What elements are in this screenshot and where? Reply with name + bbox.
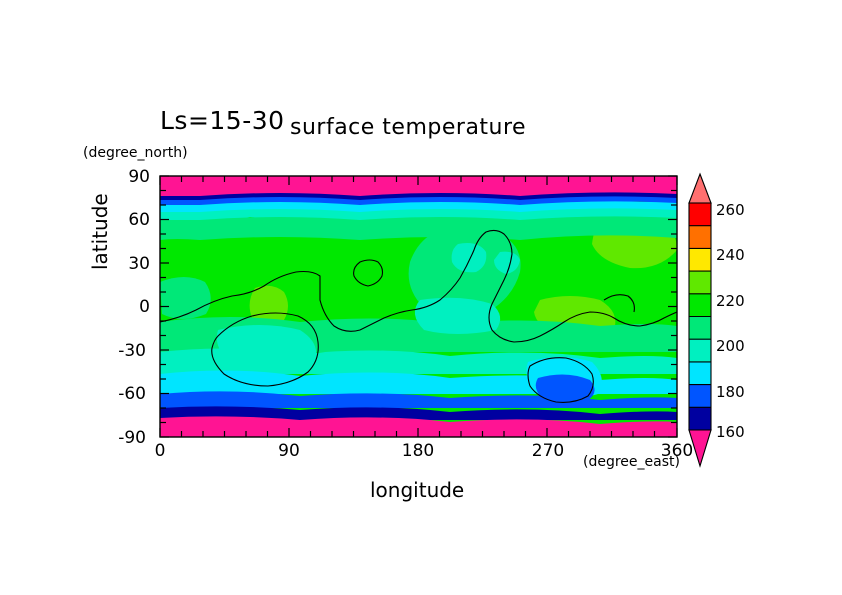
colorbar-tick-label: 200	[716, 337, 745, 355]
x-axis-label: longitude	[370, 478, 465, 502]
temperature-field	[160, 176, 677, 437]
colorbar-over-arrow	[688, 172, 712, 204]
colorbar-tick-label: 180	[716, 383, 745, 401]
topography-contour	[160, 229, 677, 403]
y-axis-ticks	[160, 175, 677, 438]
colorbar-tick-label: 240	[716, 246, 745, 264]
x-tick-label: 270	[531, 441, 565, 461]
y-tick-label: 0	[139, 297, 150, 317]
x-tick-label: 0	[154, 441, 166, 461]
colorbar-tick-label: 220	[716, 292, 745, 310]
y-axis-unit-label: (degree_north)	[83, 145, 188, 161]
y-tick-label: 60	[128, 210, 150, 230]
title-variable: surface temperature	[290, 115, 527, 140]
colorbar-bands	[689, 203, 711, 430]
colorbar-under-arrow	[688, 429, 712, 468]
x-axis-ticks	[159, 176, 678, 437]
y-tick-label: -60	[118, 384, 146, 404]
x-tick-label: 180	[401, 441, 435, 461]
colorbar-tick-label: 260	[716, 201, 745, 219]
x-axis-unit-label: (degree_east)	[583, 454, 680, 470]
x-tick-label: 360	[660, 441, 694, 461]
title-season: Ls=15-30	[160, 106, 285, 135]
y-tick-label: -30	[118, 341, 146, 361]
y-tick-label: 90	[128, 167, 150, 187]
colorbar[interactable]	[688, 172, 712, 468]
y-tick-label: -90	[118, 428, 146, 448]
y-tick-label: 30	[128, 254, 150, 274]
colorbar-tick-label: 160	[716, 423, 745, 441]
x-tick-label: 90	[278, 441, 300, 461]
